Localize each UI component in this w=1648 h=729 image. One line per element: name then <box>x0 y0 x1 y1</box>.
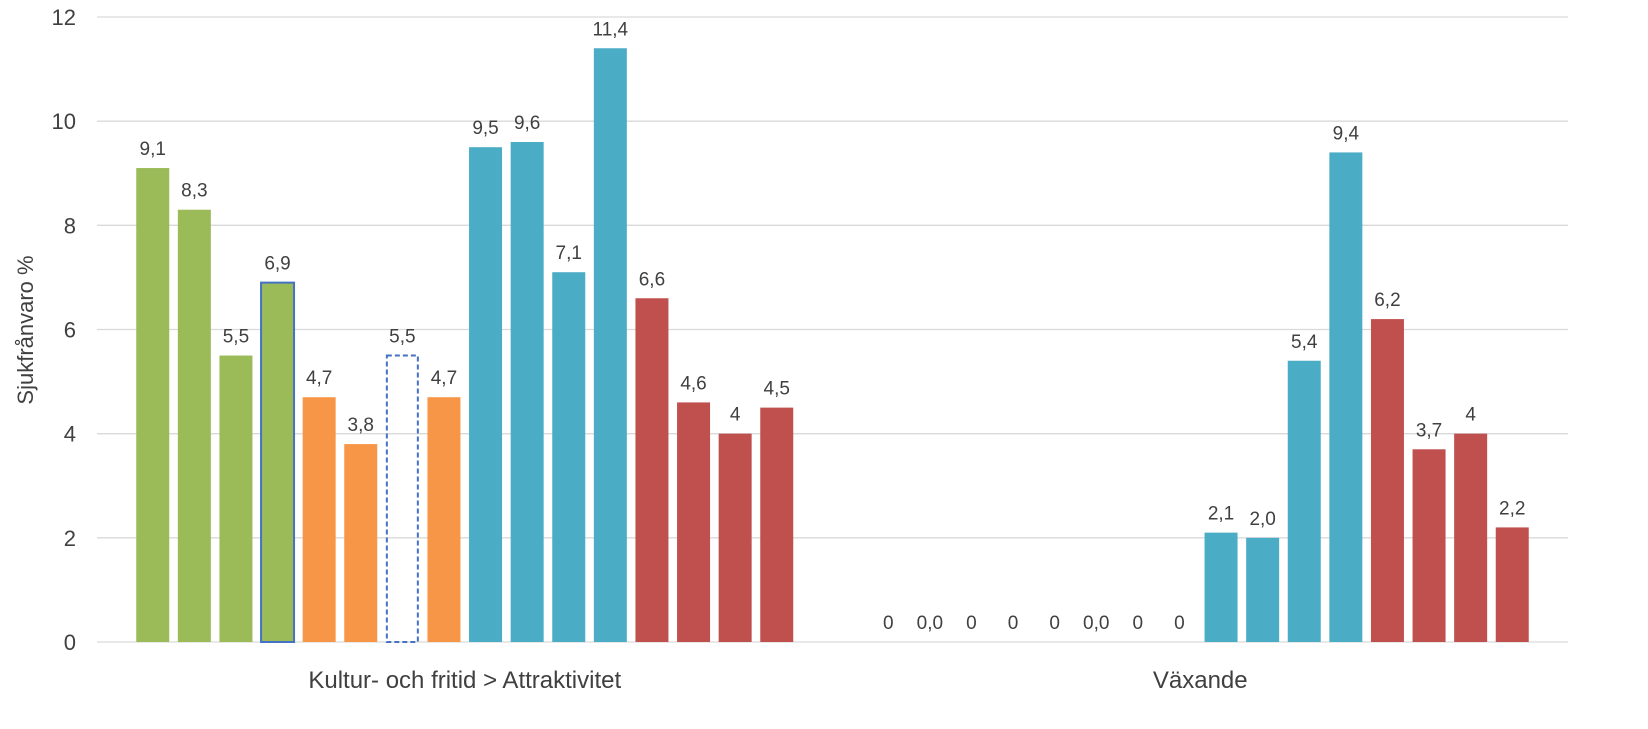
data-label: 2,1 <box>1208 504 1234 525</box>
data-label: 2,2 <box>1499 498 1525 519</box>
data-label: 0 <box>1049 613 1060 634</box>
bar <box>593 48 627 642</box>
data-label: 0,0 <box>917 613 943 634</box>
bars <box>136 48 1529 643</box>
data-label: 4,7 <box>306 368 332 389</box>
bar <box>1370 319 1404 642</box>
data-label: 4 <box>1465 405 1476 426</box>
bar <box>344 444 378 642</box>
bar <box>177 209 211 643</box>
bar <box>469 147 503 643</box>
data-label: 9,5 <box>472 118 498 139</box>
y-tick-label: 2 <box>64 526 76 551</box>
bar <box>552 272 586 642</box>
y-tick-label: 0 <box>64 630 76 655</box>
bar <box>677 402 711 642</box>
gridlines <box>97 16 1568 643</box>
bar <box>260 281 296 643</box>
y-tick-label: 6 <box>64 318 76 343</box>
data-label: 6,9 <box>264 254 290 275</box>
data-label: 3,8 <box>348 415 374 436</box>
category-labels: Kultur- och fritid > Attraktivitet Växand… <box>308 667 1247 694</box>
bar <box>635 298 669 642</box>
bar <box>1495 527 1529 642</box>
bar <box>219 355 253 642</box>
data-labels: 9,1 8,3 5,5 6,9 4,7 3,8 5,5 4,7 9,5 9,6 7,1 11,4 6,6… <box>140 19 1526 634</box>
category-label: Kultur- och fritid > Attraktivitet <box>308 667 621 694</box>
y-axis-ticks: 0 2 4 6 8 10 12 <box>52 5 76 655</box>
bar <box>136 168 170 642</box>
data-label: 11,4 <box>593 19 629 40</box>
bar <box>510 142 544 642</box>
bar <box>1329 152 1363 642</box>
y-tick-label: 10 <box>52 109 76 134</box>
data-label: 6,2 <box>1374 290 1400 311</box>
bar <box>1412 449 1446 642</box>
category-label: Växande <box>1153 667 1248 694</box>
data-label: 9,1 <box>140 139 166 160</box>
bar <box>1246 537 1280 642</box>
data-label: 4,5 <box>764 379 790 400</box>
data-label: 0 <box>1133 613 1144 634</box>
y-tick-label: 4 <box>64 422 76 447</box>
bar <box>1287 360 1321 642</box>
bar <box>1204 532 1238 642</box>
bar <box>1454 433 1488 642</box>
data-label: 9,6 <box>514 113 540 134</box>
data-label: 0 <box>966 613 977 634</box>
bar <box>760 407 794 642</box>
data-label: 4,6 <box>680 373 706 394</box>
data-label: 3,7 <box>1416 420 1442 441</box>
data-label: 9,4 <box>1333 123 1360 144</box>
data-label: 0 <box>1174 613 1185 634</box>
bar <box>385 354 419 643</box>
bar <box>718 433 752 642</box>
y-tick-label: 8 <box>64 213 76 238</box>
data-label: 0 <box>883 613 894 634</box>
data-label: 7,1 <box>556 243 582 264</box>
data-label: 4,7 <box>431 368 457 389</box>
data-label: 0,0 <box>1083 613 1109 634</box>
bar <box>302 397 336 642</box>
data-label: 2,0 <box>1249 509 1275 530</box>
data-label: 5,5 <box>223 327 249 348</box>
bar <box>427 397 461 642</box>
y-axis-title: Sjukfrånvaro % <box>13 255 38 404</box>
data-label: 5,5 <box>389 327 415 348</box>
data-label: 6,6 <box>639 269 665 290</box>
data-label: 0 <box>1008 613 1019 634</box>
y-tick-label: 12 <box>52 5 76 30</box>
data-label: 4 <box>730 405 741 426</box>
data-label: 5,4 <box>1291 332 1318 353</box>
data-label: 8,3 <box>181 181 207 202</box>
